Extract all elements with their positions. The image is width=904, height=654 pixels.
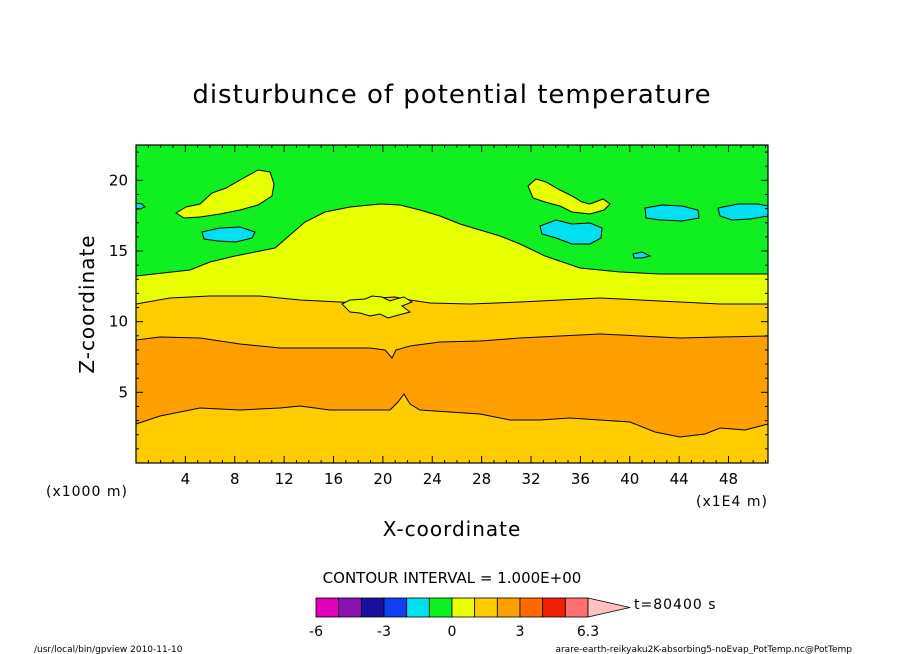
colorbar-swatch: [338, 597, 362, 618]
y-tick-label: 15: [109, 242, 128, 260]
colorbar-extend-triangle: [587, 597, 631, 618]
cell-cyan-far-right-1: [644, 204, 700, 222]
colorbar-swatch: [496, 597, 521, 618]
colorbar-swatch: [564, 597, 589, 618]
y-tick-label: 20: [109, 171, 128, 189]
plot-frame: [135, 144, 769, 464]
notch-dip: [341, 295, 414, 319]
cell-yellow-right: [527, 178, 611, 215]
x-unit-right: (x1E4 m): [696, 494, 768, 510]
x-unit-left: (x1000 m): [46, 484, 128, 500]
x-tick-label: 24: [423, 470, 442, 488]
x-tick-label: 16: [324, 470, 343, 488]
colorbar: -6 -3 0 3 6.3: [309, 597, 631, 640]
colorbar-tick-label: 3: [516, 624, 525, 640]
colorbar-swatch: [542, 597, 566, 618]
x-axis-label: X-coordinate: [383, 517, 522, 541]
region-bottom-light-orange: [135, 393, 769, 464]
colorbar-swatch: [519, 597, 544, 618]
cell-cyan-right: [539, 219, 603, 245]
footer-right: arare-earth-reikyaku2K-absorbing5-noEvap…: [555, 645, 852, 654]
y-tick-label: 5: [118, 383, 128, 401]
x-tick-label: 32: [521, 470, 540, 488]
cell-cyan-small: [632, 251, 652, 259]
x-tick-label: 36: [571, 470, 590, 488]
cell-yellow-left: [175, 169, 275, 219]
plot-area: [135, 144, 769, 464]
colorbar-swatch: [315, 597, 340, 618]
x-tick-label: 28: [472, 470, 491, 488]
y-axis-ticks: 5 10 15 20: [109, 151, 768, 450]
colorbar-tick-label: -3: [377, 624, 391, 640]
cell-cyan-far-right-2: [717, 203, 769, 221]
colorbar-swatch: [451, 597, 476, 618]
colorbar-swatch: [406, 597, 430, 618]
x-tick-label: 12: [275, 470, 294, 488]
x-axis-ticks: 4 8 12 16 20 24 28 32 36 40 44 48: [147, 145, 767, 488]
x-tick-label: 8: [230, 470, 240, 488]
colorbar-swatch: [428, 597, 453, 618]
chart-title: disturbunce of potential temperature: [192, 80, 711, 110]
colorbar-swatch: [474, 597, 498, 618]
x-tick-label: 40: [620, 470, 639, 488]
colorbar-swatch: [383, 597, 408, 618]
x-tick-label: 48: [719, 470, 738, 488]
colorbar-swatch: [360, 597, 385, 618]
y-tick-label: 10: [109, 313, 128, 331]
x-tick-label: 4: [181, 470, 191, 488]
colorbar-tick-label: 0: [448, 624, 457, 640]
x-tick-label: 20: [373, 470, 392, 488]
footer-left: /usr/local/bin/gpview 2010-11-10: [34, 645, 183, 654]
time-label: t=80400 s: [634, 597, 717, 613]
contour-interval: CONTOUR INTERVAL = 1.000E+00: [323, 569, 582, 587]
colorbar-tick-label: -6: [309, 624, 323, 640]
y-axis-label: Z-coordinate: [75, 234, 99, 373]
cell-cyan-left: [201, 226, 256, 243]
x-tick-label: 44: [670, 470, 689, 488]
colorbar-tick-label: 6.3: [577, 624, 599, 640]
